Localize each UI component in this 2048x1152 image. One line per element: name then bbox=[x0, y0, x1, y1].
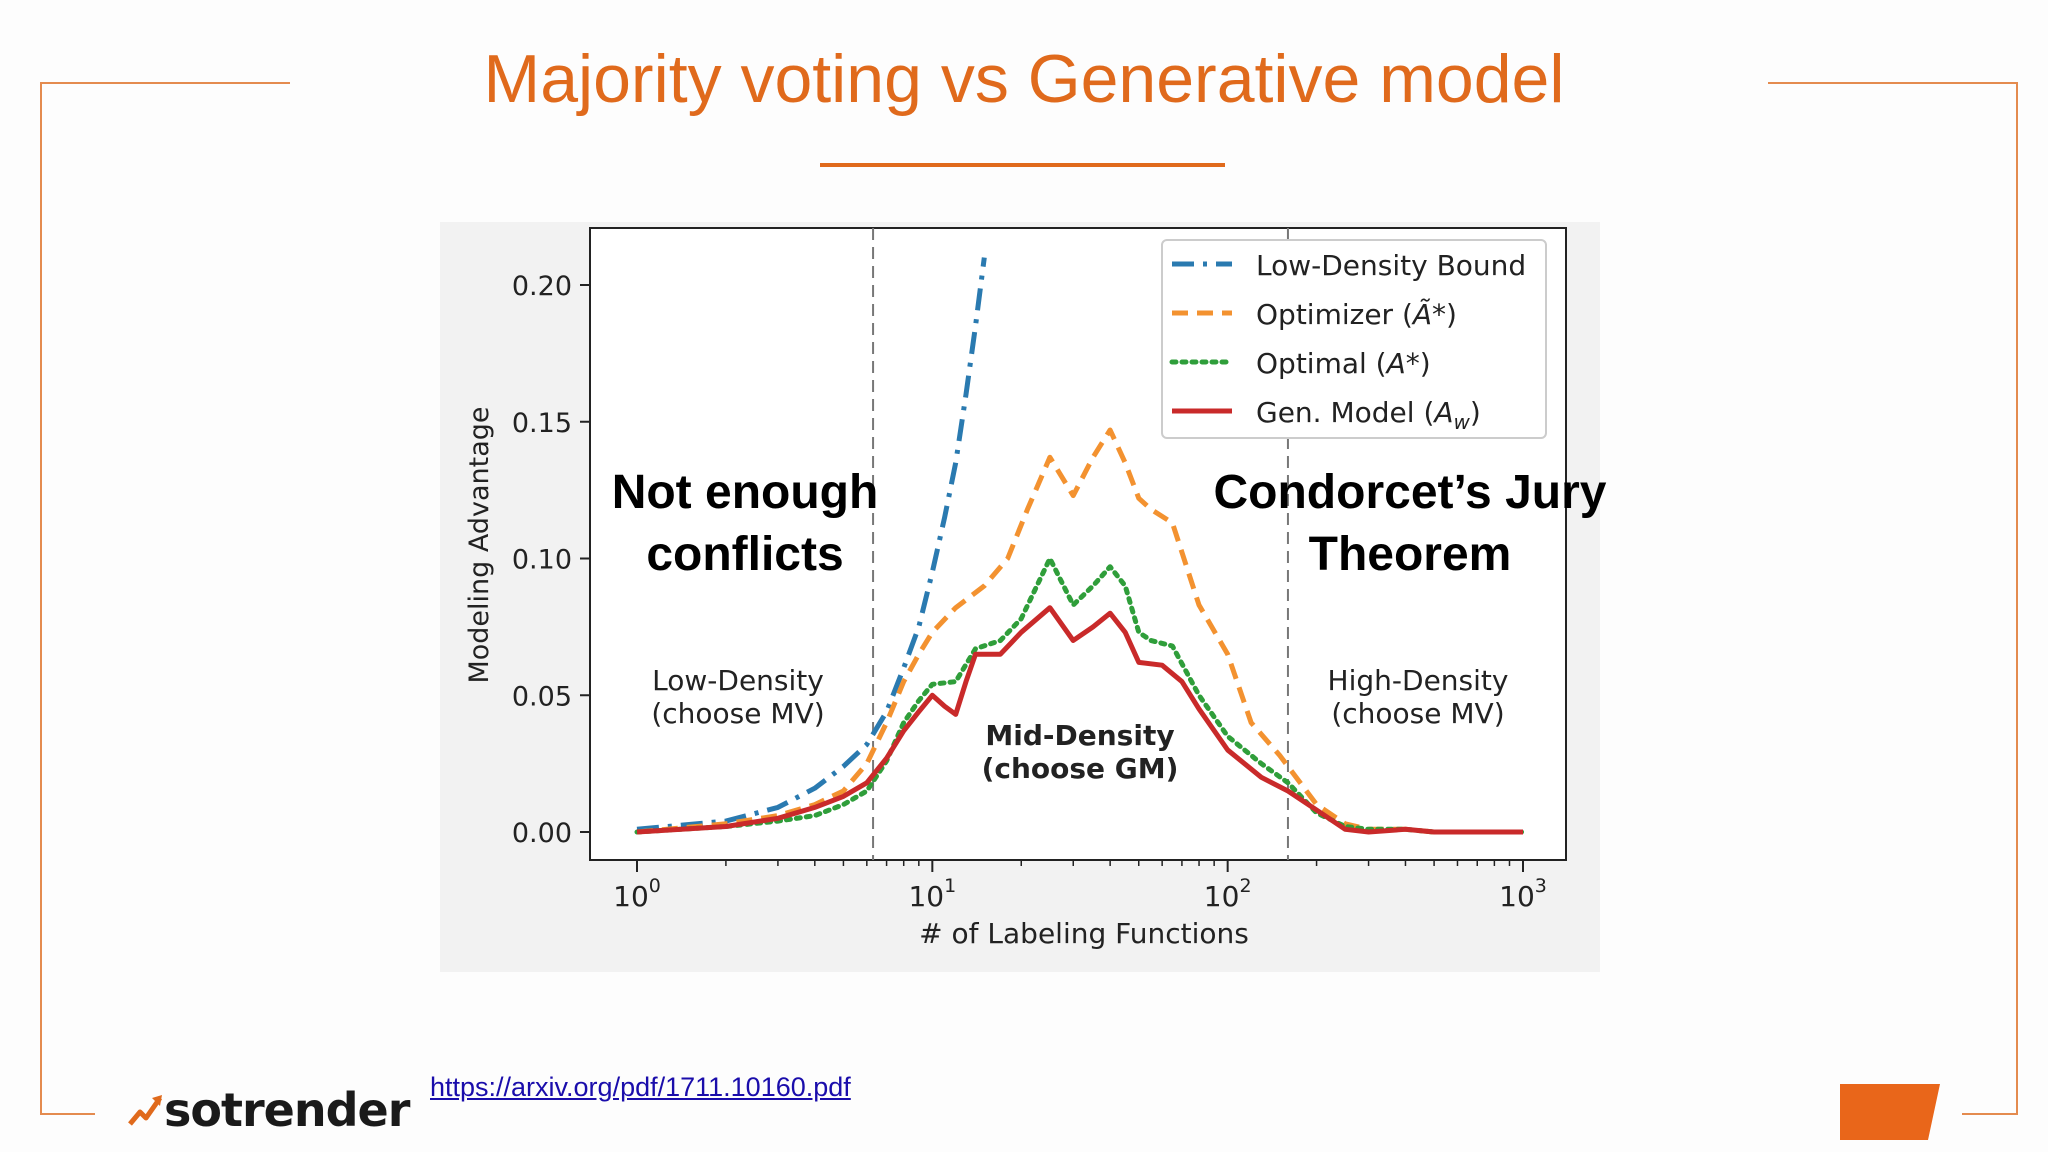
region-annotations: Low-Density(choose MV)Mid-Density(choose… bbox=[651, 664, 1508, 785]
annotation-3-line-2: (choose MV) bbox=[1331, 697, 1504, 730]
frame-right bbox=[2016, 82, 2018, 1114]
slide-title: Majority voting vs Generative model bbox=[483, 41, 1565, 117]
frame-bottom-right bbox=[1962, 1113, 2018, 1115]
brand-name: sotrender bbox=[164, 1083, 410, 1137]
legend-label-3: Optimal (A*) bbox=[1256, 347, 1431, 380]
annotation-2-line-1: Mid-Density bbox=[985, 719, 1174, 752]
series-line-4 bbox=[636, 605, 1523, 835]
frame-bottom-left bbox=[40, 1113, 95, 1115]
overlay-labels: Not enough conflicts Condorcet’s Jury Theor… bbox=[612, 466, 1607, 581]
y-tick-label-0: 0.00 bbox=[512, 818, 572, 849]
y-tick-label-2: 0.10 bbox=[512, 545, 572, 576]
legend: Low-Density Bound Optimizer (Ã*) Optimal (… bbox=[1161, 239, 1547, 439]
annotation-3-line-1: High-Density bbox=[1328, 664, 1509, 697]
x-axis-label: # of Labeling Functions bbox=[919, 917, 1249, 950]
axes: 0.00 0.05 0.10 0.15 0.20 100 101 102 103 # of Lab… bbox=[464, 271, 1547, 950]
x-tick-label-3: 103 bbox=[1499, 875, 1547, 913]
legend-label-1: Low-Density Bound bbox=[1256, 249, 1526, 282]
x-tick-label-2: 102 bbox=[1204, 875, 1252, 913]
y-tick-label-3: 0.15 bbox=[512, 408, 572, 439]
legend-box bbox=[1161, 239, 1547, 439]
annotation-1-line-1: Low-Density bbox=[652, 664, 824, 697]
legend-label-2: Optimizer (Ã*) bbox=[1256, 298, 1457, 331]
y-tick-label-4: 0.20 bbox=[512, 271, 572, 302]
overlay-label-2-line-1: Condorcet’s Jury bbox=[1214, 466, 1607, 519]
chart: 0.00 0.05 0.10 0.15 0.20 100 101 102 103 # of Lab… bbox=[440, 222, 1607, 972]
y-tick-label-1: 0.05 bbox=[512, 681, 572, 712]
series-line-2 bbox=[636, 427, 1523, 835]
overlay-label-2-line-2: Theorem bbox=[1309, 528, 1512, 581]
x-tick-label-1: 101 bbox=[908, 875, 956, 913]
y-axis-label: Modeling Advantage bbox=[464, 406, 495, 683]
brand-logo: sotrender bbox=[128, 1083, 410, 1137]
annotation-2-line-2: (choose GM) bbox=[982, 752, 1179, 785]
frame-top-left bbox=[40, 82, 290, 84]
x-tick-label-0: 100 bbox=[613, 875, 661, 913]
series-lines bbox=[634, 257, 1526, 835]
title-underline bbox=[820, 163, 1225, 167]
trend-arrow-icon bbox=[128, 1095, 163, 1126]
overlay-label-1-line-2: conflicts bbox=[646, 528, 843, 581]
frame-top-right bbox=[1768, 82, 2018, 84]
overlay-label-1-line-1: Not enough bbox=[612, 466, 879, 519]
annotation-1-line-2: (choose MV) bbox=[651, 697, 824, 730]
legend-label-4: Gen. Model (Aw) bbox=[1256, 396, 1481, 434]
frame-left bbox=[40, 82, 42, 1114]
brand-corner-shape bbox=[1840, 1084, 1940, 1140]
source-link[interactable]: https://arxiv.org/pdf/1711.10160.pdf bbox=[430, 1072, 851, 1102]
